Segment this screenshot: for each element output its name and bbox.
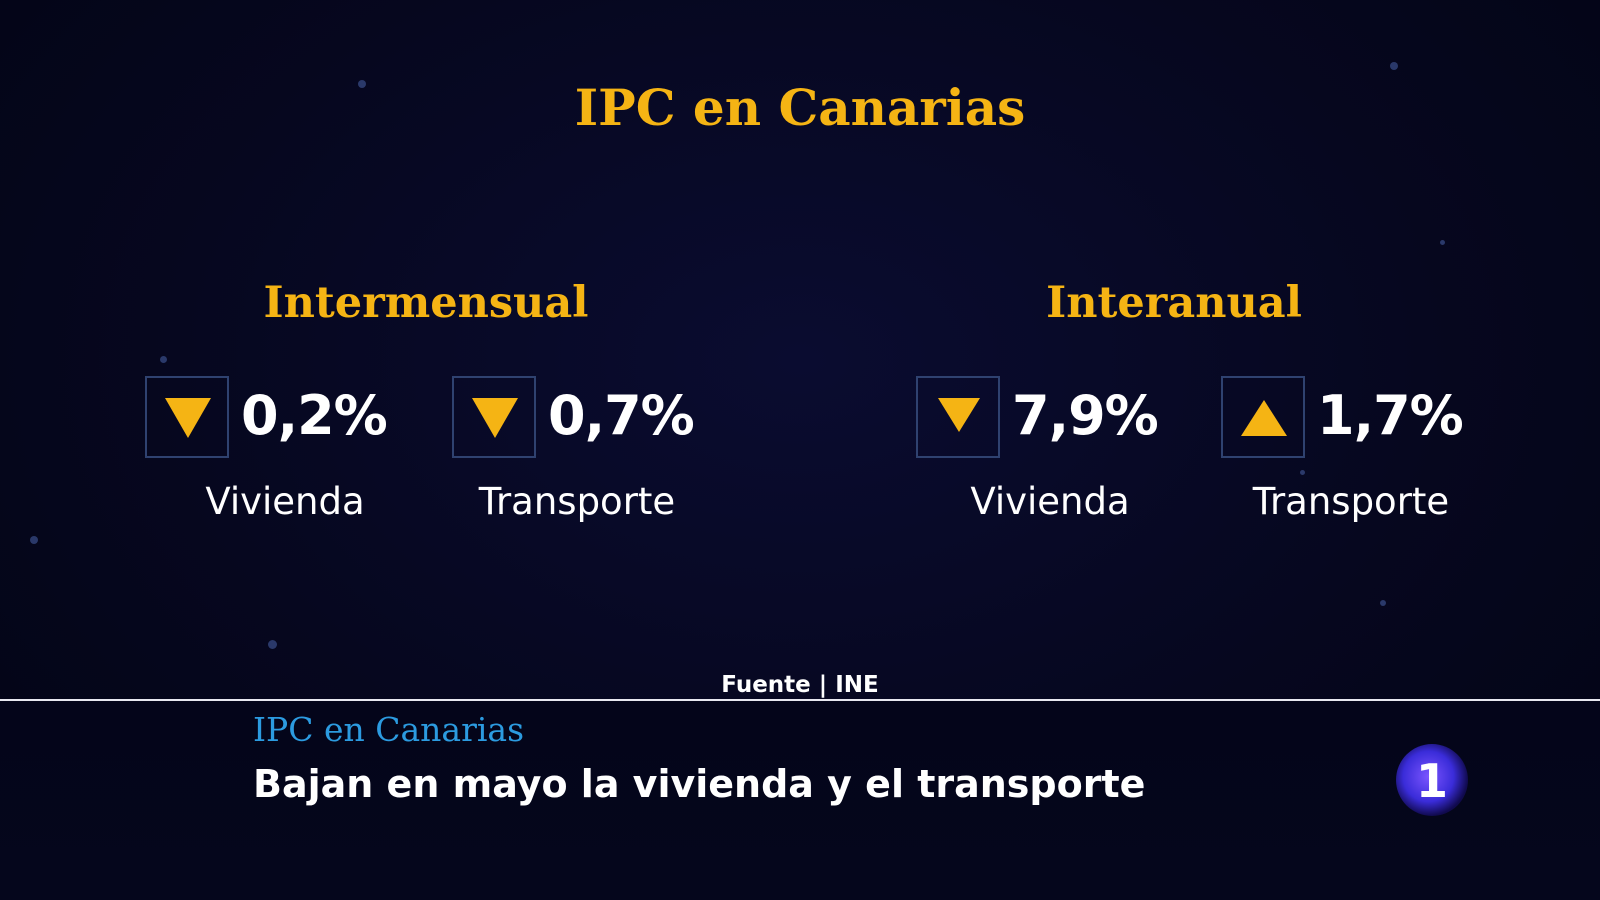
indicator-label: Transporte [478, 480, 676, 523]
arrow-box [1221, 376, 1305, 458]
indicator-label: Vivienda [205, 480, 365, 523]
channel-logo: 1 [1396, 744, 1468, 816]
group-title-intermensual: Intermensual [263, 278, 589, 328]
indicator-intermensual-transporte: 0,7% Transporte [452, 376, 752, 546]
ticker-headline: Bajan en mayo la vivienda y el transport… [253, 762, 1146, 806]
background-dot [1440, 240, 1445, 245]
background-dot [1390, 62, 1398, 70]
group-title-interanual: Interanual [1046, 278, 1302, 328]
news-ticker [0, 701, 1600, 900]
background-dot [30, 536, 38, 544]
indicator-value: 0,2% [241, 384, 388, 447]
arrow-box [916, 376, 1000, 458]
background-dot [160, 356, 167, 363]
arrow-down-icon [472, 398, 518, 438]
background-dot [1300, 470, 1305, 475]
arrow-down-icon [938, 398, 980, 432]
indicator-value: 1,7% [1317, 384, 1464, 447]
indicator-label: Transporte [1252, 480, 1450, 523]
indicator-interanual-vivienda: 7,9% Vivienda [916, 376, 1216, 546]
ticker-kicker: IPC en Canarias [253, 710, 525, 749]
page-title: IPC en Canarias [574, 78, 1026, 137]
ticker-divider [0, 699, 1600, 701]
background-dot [268, 640, 277, 649]
indicator-value: 0,7% [548, 384, 695, 447]
indicator-value: 7,9% [1012, 384, 1159, 447]
indicator-interanual-transporte: 1,7% Transporte [1221, 376, 1521, 546]
indicator-intermensual-vivienda: 0,2% Vivienda [145, 376, 445, 546]
background-dot [358, 80, 366, 88]
source-note: Fuente | INE [721, 672, 879, 698]
arrow-down-icon [165, 398, 211, 438]
background-dot [1380, 600, 1386, 606]
arrow-box [145, 376, 229, 458]
channel-logo-number: 1 [1415, 754, 1448, 808]
indicator-label: Vivienda [970, 480, 1130, 523]
arrow-box [452, 376, 536, 458]
arrow-up-icon [1241, 400, 1287, 436]
